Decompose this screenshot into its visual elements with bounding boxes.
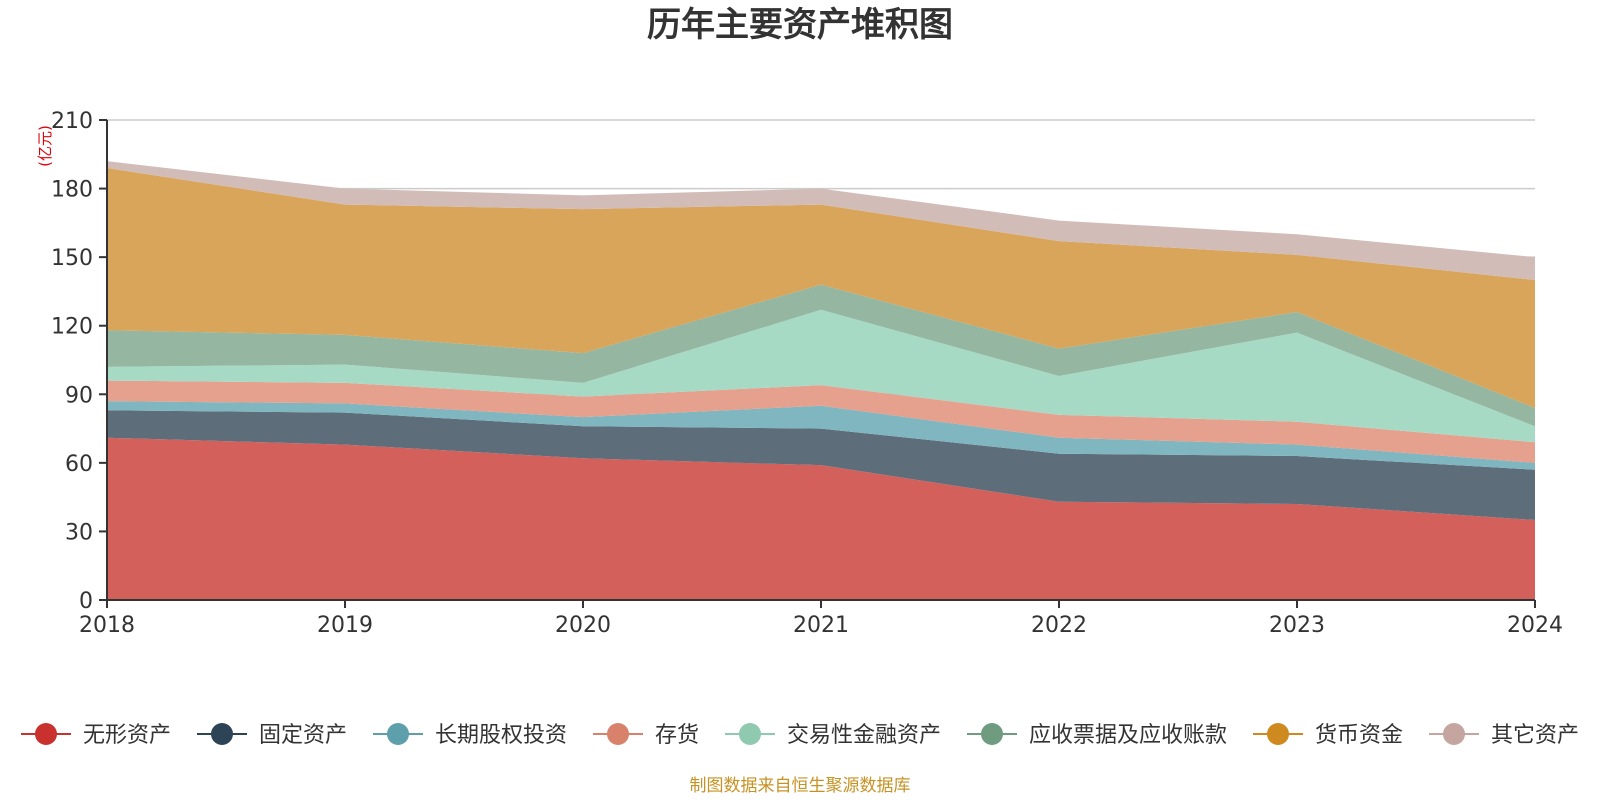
legend-label: 其它资产 [1491,723,1579,748]
y-unit-label: (亿元) [36,125,54,167]
legend-circle-icon [210,723,233,745]
legend-circle-icon [981,723,1004,745]
legend-label: 长期股权投资 [435,723,567,748]
y-tick-label: 60 [65,452,93,477]
y-tick-label: 0 [79,589,93,614]
legend-label: 无形资产 [83,723,171,748]
legend-label: 应收票据及应收账款 [1029,723,1227,748]
legend-item[interactable]: 交易性金融资产 [724,723,941,748]
y-tick-label: 210 [51,109,93,134]
area-series-6 [107,284,1535,427]
legend-circle-icon [738,723,761,745]
legend-circle-icon [606,723,629,745]
legend-item[interactable]: 存货 [592,723,699,748]
x-tick-label: 2022 [1031,613,1087,638]
legend-item[interactable]: 长期股权投资 [372,723,567,748]
x-tick-label: 2024 [1507,613,1563,638]
legend-circle-icon [1443,723,1466,745]
legend-circle-icon [386,723,409,745]
legend-label: 固定资产 [259,723,347,748]
legend-item[interactable]: 固定资产 [196,723,347,748]
legend-item[interactable]: 其它资产 [1429,723,1579,748]
y-tick-label: 30 [65,520,93,545]
y-tick-label: 90 [65,383,93,408]
y-tick-label: 180 [51,178,93,203]
x-tick-label: 2018 [79,613,135,638]
legend-circle-icon [1267,723,1290,745]
x-tick-label: 2019 [317,613,373,638]
area-series-3 [107,401,1535,470]
area-series-7 [107,168,1535,408]
legend-item[interactable]: 无形资产 [20,723,171,748]
legend-item[interactable]: 货币资金 [1253,723,1403,748]
x-tick-label: 2020 [555,613,611,638]
legend-circle-icon [34,723,57,745]
area-series-layer [107,161,1535,600]
source-note: 制图数据来自恒生聚源数据库 [690,776,911,796]
x-tick-label: 2023 [1269,613,1325,638]
area-series-4 [107,380,1535,463]
legend-label: 存货 [655,723,699,748]
area-series-5 [107,309,1535,443]
legend-label: 货币资金 [1315,723,1403,748]
x-tick-label: 2021 [793,613,849,638]
axes: 0 30 60 90 120 150 180 210 2018 2019 2020 2021 2022 2… [51,109,1563,638]
area-series-1 [107,437,1535,600]
y-tick-label: 150 [51,246,93,271]
legend: 无形资产 固定资产 长期股权投资 存货 交易性金融资产 应收票据及应收账款 货币资金 其它资产 [20,723,1579,748]
area-series-2 [107,410,1535,520]
chart-title: 历年主要资产堆积图 [647,5,953,45]
legend-label: 交易性金融资产 [787,723,941,748]
legend-item[interactable]: 应收票据及应收账款 [967,723,1227,748]
y-tick-label: 120 [51,315,93,340]
